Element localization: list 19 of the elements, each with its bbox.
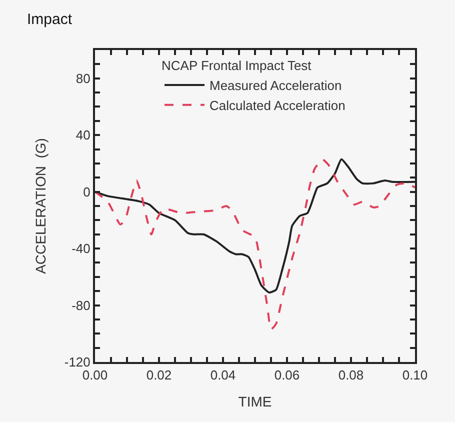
legend-label: Calculated Acceleration [210, 98, 346, 113]
y-tick-label: -120 [64, 354, 90, 370]
y-tick-label: 80 [76, 70, 90, 86]
x-tick-label: 0.06 [274, 368, 300, 383]
legend-title: NCAP Frontal Impact Test [162, 58, 312, 74]
y-axis-title: ACCELERATION (G) [32, 138, 48, 274]
text: Impact [27, 11, 73, 28]
y-tick-label: -40 [72, 241, 90, 256]
x-tick-label: 0.10 [402, 368, 428, 383]
y-tick-label: -80 [72, 298, 90, 313]
line-series [95, 158, 415, 330]
x-tick-label: 0.02 [146, 368, 172, 383]
legend-label: Measured Acceleration [210, 78, 342, 94]
y-tick-label: 40 [76, 128, 90, 143]
x-tick-label: 0.08 [338, 368, 364, 383]
x-tick-label: 0.04 [210, 368, 236, 383]
x-tick-label: 0.00 [82, 368, 108, 383]
x-axis-title: TIME [238, 393, 272, 410]
y-tick-label: 0 [83, 184, 90, 200]
